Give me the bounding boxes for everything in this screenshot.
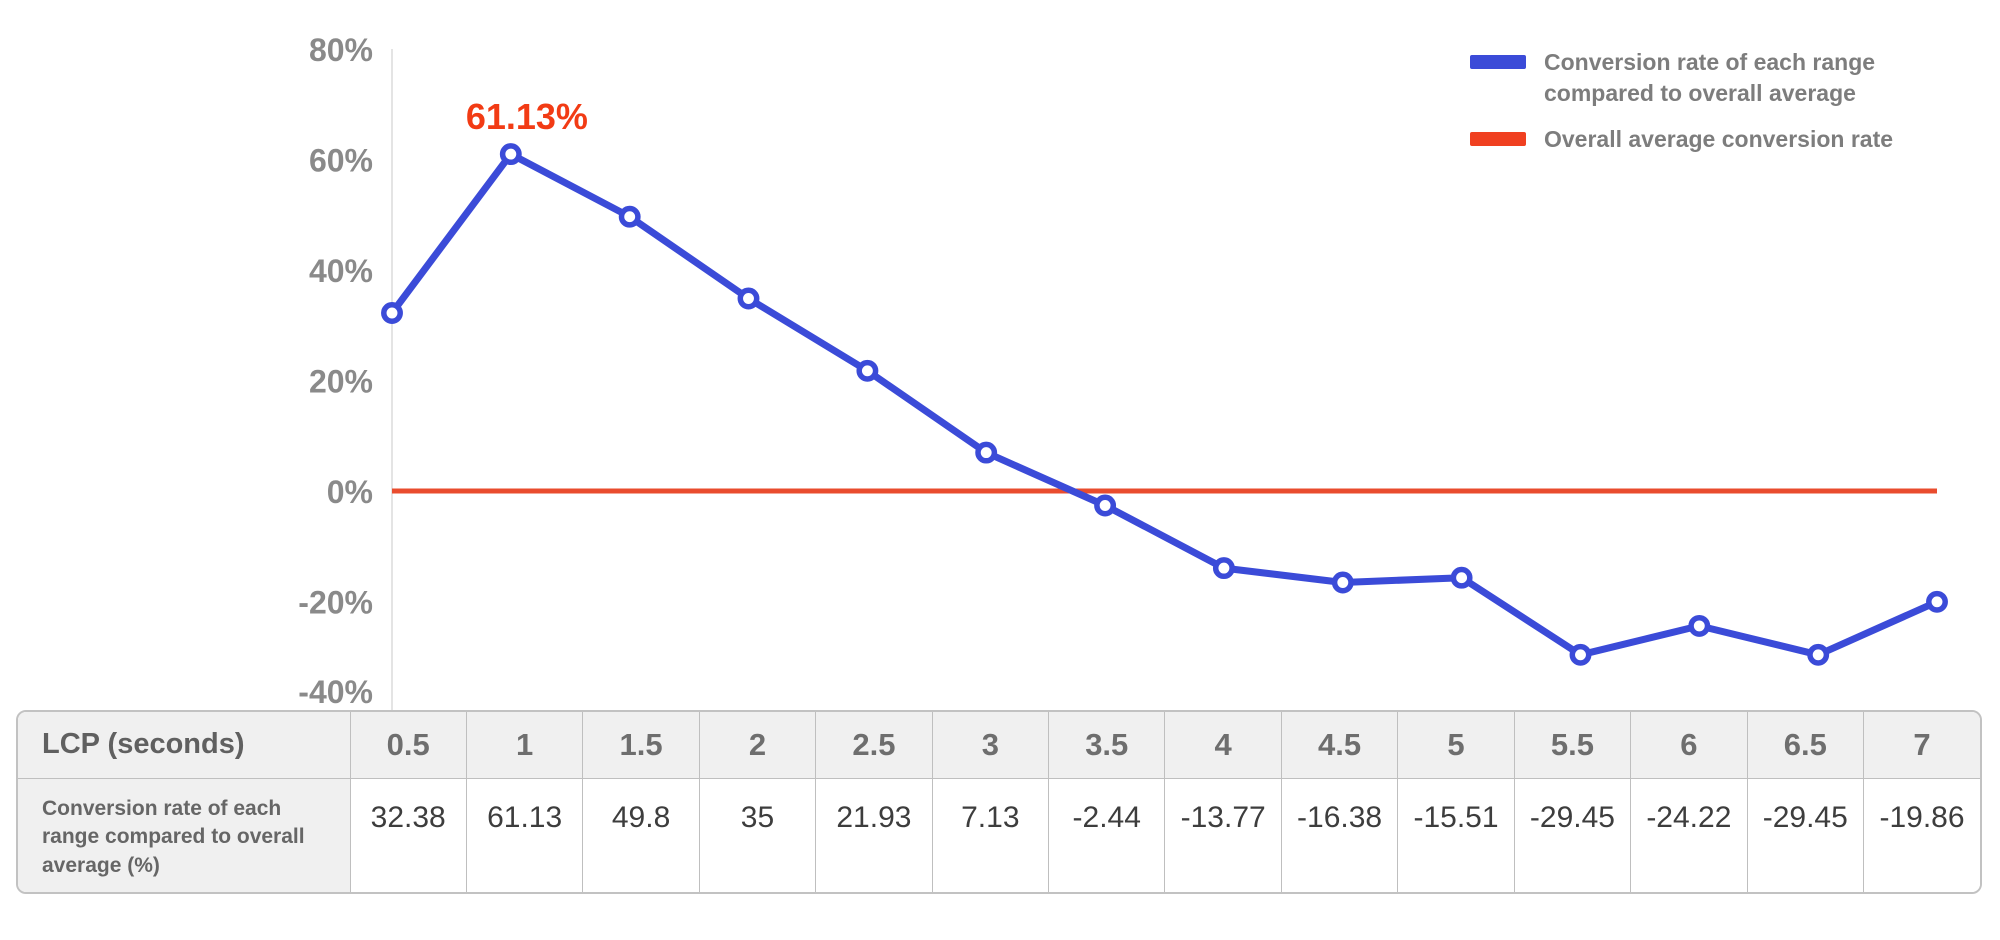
- lcp-value-header: 3: [931, 712, 1050, 779]
- data-point-marker: [1212, 557, 1235, 580]
- lcp-value-header: 4: [1164, 712, 1282, 779]
- conversion-value-cell: -19.86: [1862, 777, 1980, 892]
- legend-label-average: Overall average conversion rate: [1544, 126, 1893, 152]
- peak-annotation: 61.13%: [466, 96, 588, 137]
- conversion-value-cell: -13.77: [1164, 777, 1282, 892]
- data-table-wrap: LCP (seconds) 0.5 1 1.5 2 2.5 3 3.5 4 4.5 5 5.5 6 6.5…: [16, 710, 1982, 894]
- legend-label-conversion: compared to overall average: [1544, 80, 1856, 106]
- conversion-value-cell: -16.38: [1280, 777, 1399, 892]
- data-point-marker: [1569, 643, 1592, 666]
- y-tick-label: 80%: [309, 32, 373, 68]
- lcp-header-cell: LCP (seconds): [18, 712, 351, 779]
- y-tick-label: -20%: [298, 585, 373, 621]
- lcp-value-header: 7: [1862, 712, 1980, 779]
- lcp-value-header: 1: [465, 712, 584, 779]
- data-table: LCP (seconds) 0.5 1 1.5 2 2.5 3 3.5 4 4.5 5 5.5 6 6.5…: [18, 712, 1980, 892]
- legend-swatch-conversion: [1470, 55, 1526, 69]
- y-tick-label: 40%: [309, 253, 373, 289]
- conversion-rate-line: [388, 150, 1941, 659]
- conversion-value-cell: 61.13: [465, 777, 584, 892]
- data-point-marker: [1094, 494, 1117, 517]
- conversion-value-cell: -29.45: [1513, 777, 1632, 892]
- conversion-value-cell: 21.93: [815, 777, 933, 892]
- conversion-value-cell: -2.44: [1048, 777, 1166, 892]
- y-tick-label: 60%: [309, 142, 373, 178]
- conversion-value-cell: -24.22: [1630, 777, 1748, 892]
- table-header-row: LCP (seconds) 0.5 1 1.5 2 2.5 3 3.5 4 4.5 5 5.5 6 6.5…: [18, 712, 1980, 779]
- y-tick-label: -40%: [298, 674, 373, 710]
- lcp-value-header: 4.5: [1280, 712, 1399, 779]
- y-tick-label: 20%: [309, 363, 373, 399]
- legend-swatch-average: [1470, 132, 1526, 146]
- lcp-value-header: 2: [698, 712, 817, 779]
- lcp-value-header: 1.5: [582, 712, 700, 779]
- lcp-value-header: 3.5: [1048, 712, 1166, 779]
- conversion-value-cell: -29.45: [1746, 777, 1864, 892]
- legend-label-conversion: Conversion rate of each range: [1544, 49, 1875, 75]
- data-point-marker: [1688, 614, 1711, 637]
- line-chart: 80% 60% 40% 20% 0% -20% -40% 61.13% Conversion r…: [298, 32, 1948, 710]
- data-point-marker: [1807, 643, 1830, 666]
- lcp-value-header: 6.5: [1746, 712, 1864, 779]
- lcp-value-header: 6: [1630, 712, 1748, 779]
- data-point-marker: [618, 205, 641, 228]
- lcp-value-header: 5: [1397, 712, 1515, 779]
- data-point-marker: [499, 143, 522, 166]
- lcp-value-header: 2.5: [815, 712, 933, 779]
- table-value-row: Conversion rate of each range compared t…: [18, 777, 1980, 892]
- data-point-marker: [1450, 566, 1473, 589]
- conversion-value-cell: -15.51: [1397, 777, 1515, 892]
- lcp-value-header: 0.5: [349, 712, 467, 779]
- data-point-marker: [1331, 571, 1354, 594]
- conversion-value-cell: 32.38: [349, 777, 467, 892]
- conversion-value-cell: 35: [698, 777, 817, 892]
- lcp-value-header: 5.5: [1513, 712, 1632, 779]
- conversion-value-cell: 49.8: [582, 777, 700, 892]
- data-point-marker: [737, 287, 760, 310]
- data-point-marker: [856, 359, 879, 382]
- row-label-cell: Conversion rate of each range compared t…: [18, 777, 351, 892]
- data-point-marker: [381, 302, 403, 324]
- data-point-marker: [1926, 590, 1948, 613]
- data-point-marker: [975, 441, 998, 464]
- conversion-value-cell: 7.13: [931, 777, 1050, 892]
- y-tick-label: 0%: [327, 474, 373, 510]
